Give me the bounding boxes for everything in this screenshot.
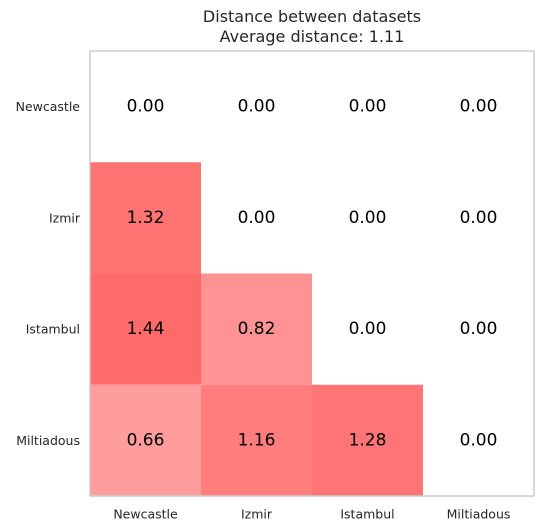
x-tick-label-1: Izmir xyxy=(241,507,273,522)
cell-value-label-0-2: 0.00 xyxy=(349,97,387,117)
chart-title-block: Distance between datasets Average distan… xyxy=(90,7,534,47)
cell-value-label-2-3: 0.00 xyxy=(460,319,498,339)
heatmap-cell-3-0 xyxy=(90,384,201,496)
heatmap-cell-3-2 xyxy=(312,384,423,496)
y-tick-label-2: Istambul xyxy=(26,322,80,337)
heatmap-cell-1-0 xyxy=(90,162,201,274)
cell-value-label-3-1: 1.16 xyxy=(238,430,276,450)
cell-value-label-3-3: 0.00 xyxy=(460,430,498,450)
y-tick-label-3: Miltiadous xyxy=(16,433,80,448)
y-tick-label-1: Izmir xyxy=(49,210,81,225)
x-tick-label-2: Istambul xyxy=(340,507,394,522)
cell-value-label-0-1: 0.00 xyxy=(238,97,276,117)
x-tick-label-0: Newcastle xyxy=(113,507,178,522)
y-tick-label-0: Newcastle xyxy=(16,99,81,114)
x-tick-label-3: Miltiadous xyxy=(447,507,511,522)
chart-title: Distance between datasets xyxy=(202,7,422,26)
cell-value-label-1-2: 0.00 xyxy=(349,208,387,228)
cell-value-label-3-0: 0.66 xyxy=(127,430,165,450)
heatmap-cell-3-1 xyxy=(201,384,312,496)
cell-value-label-1-0: 1.32 xyxy=(127,208,165,228)
heatmap-cells xyxy=(90,162,423,496)
heatmap-cell-2-1 xyxy=(201,273,312,385)
heatmap-cell-2-0 xyxy=(90,273,201,385)
cell-value-label-2-1: 0.82 xyxy=(238,319,276,339)
cell-value-label-0-3: 0.00 xyxy=(460,97,498,117)
cell-value-label-2-0: 1.44 xyxy=(127,319,165,339)
plot-frame xyxy=(89,50,535,497)
x-tick-labels: Newcastle Izmir Istambul Miltiadous xyxy=(113,507,510,522)
cell-value-label-3-2: 1.28 xyxy=(349,430,387,450)
cell-value-label-1-3: 0.00 xyxy=(460,208,498,228)
cell-value-labels: 0.00 0.00 0.00 0.00 1.32 0.00 0.00 0.00 1.44 0.82… xyxy=(127,97,498,451)
cell-value-label-1-1: 0.00 xyxy=(238,208,276,228)
cell-value-label-0-0: 0.00 xyxy=(127,97,165,117)
chart-subtitle: Average distance: 1.11 xyxy=(219,27,405,46)
cell-value-label-2-2: 0.00 xyxy=(349,319,387,339)
y-tick-labels: Newcastle Izmir Istambul Miltiadous xyxy=(16,99,81,448)
